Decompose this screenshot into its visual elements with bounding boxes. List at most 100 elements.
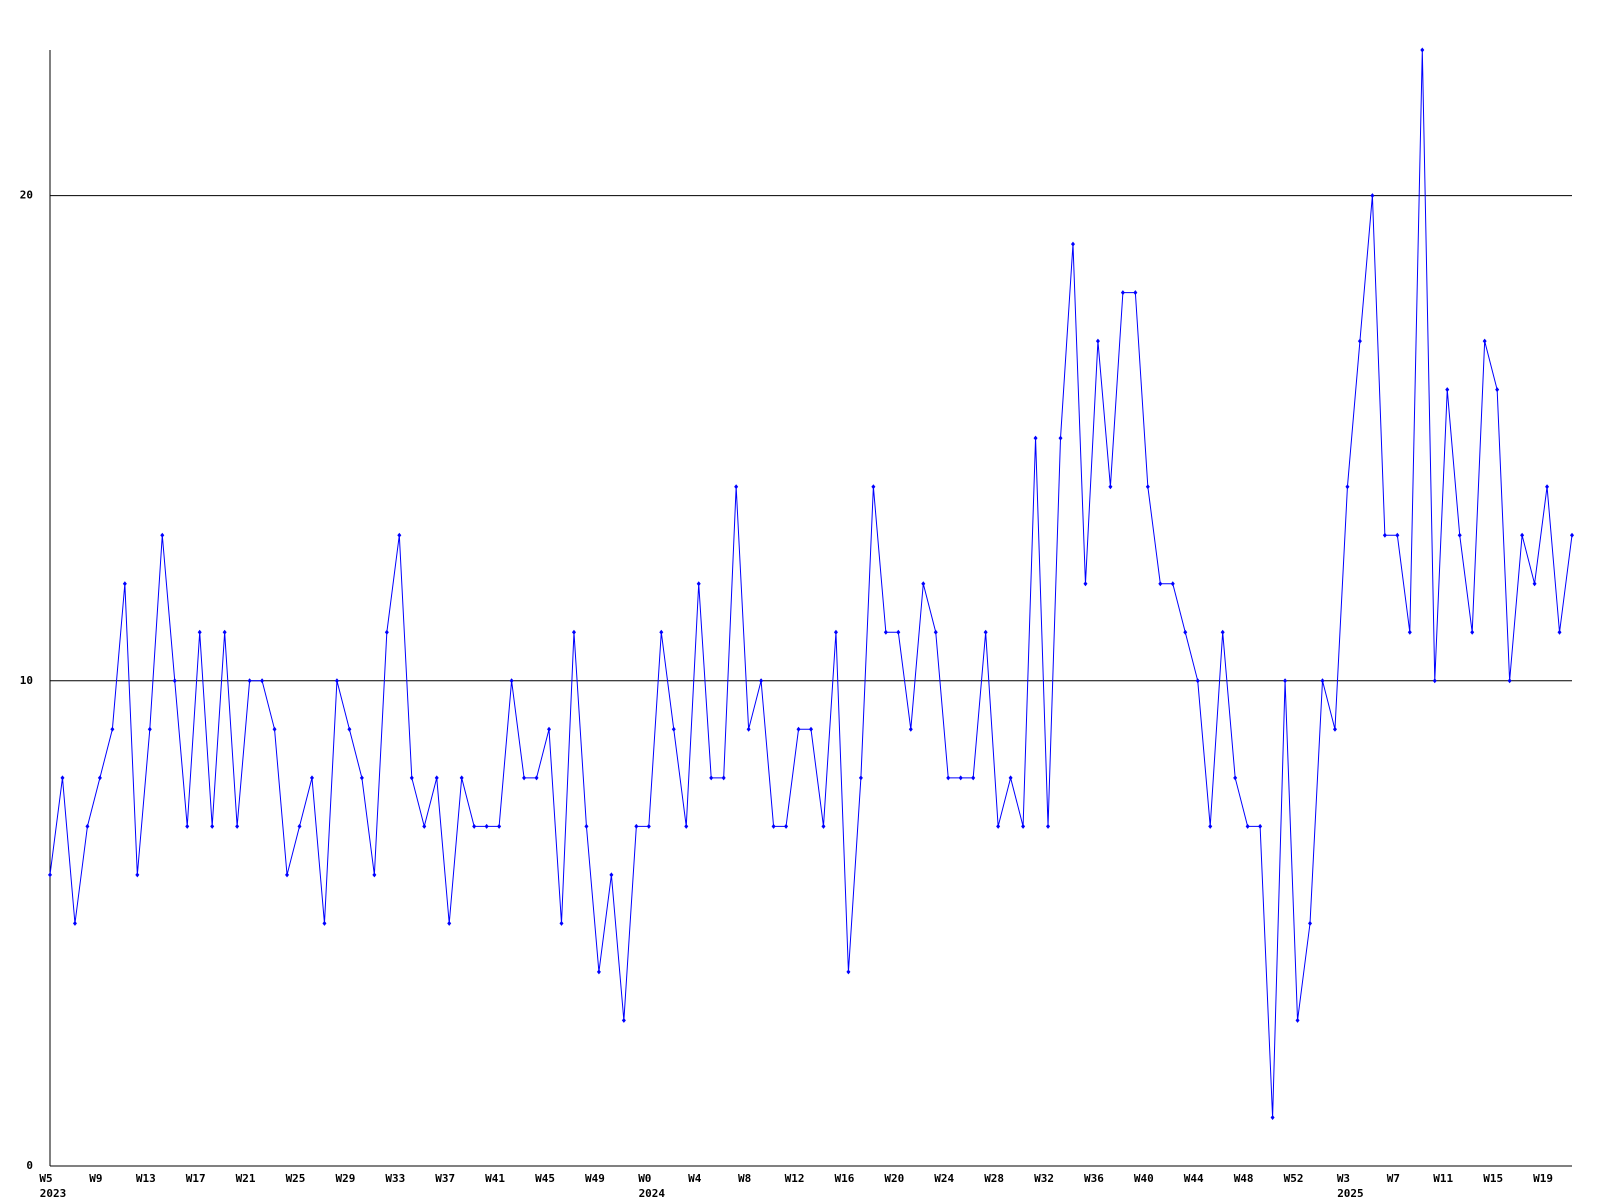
- x-tick-label: W36: [1084, 1172, 1104, 1185]
- point-marker: [659, 629, 664, 635]
- point-marker: [1208, 823, 1213, 829]
- x-tick-label: W44: [1184, 1172, 1204, 1185]
- x-tick-label: W4: [688, 1172, 702, 1185]
- point-marker: [896, 629, 901, 635]
- y-tick-label: 10: [20, 674, 33, 687]
- point-marker: [409, 775, 414, 781]
- x-tick-label: W21: [236, 1172, 256, 1185]
- y-tick-label: 20: [20, 189, 33, 202]
- point-marker: [1320, 678, 1325, 684]
- x-tick-label: W17: [186, 1172, 206, 1185]
- x-tick-label: W19: [1533, 1172, 1553, 1185]
- x-tick-label: W13: [136, 1172, 156, 1185]
- point-marker: [48, 872, 52, 878]
- point-marker: [185, 823, 190, 829]
- point-marker: [933, 629, 938, 635]
- point-marker: [833, 629, 838, 635]
- point-marker: [1233, 775, 1238, 781]
- point-marker: [609, 872, 614, 878]
- point-marker: [1507, 678, 1512, 684]
- x-tick-label: W9: [89, 1172, 102, 1185]
- point-marker: [484, 823, 489, 829]
- point-marker: [1120, 290, 1125, 296]
- point-marker: [796, 726, 801, 732]
- point-marker: [821, 823, 826, 829]
- point-marker: [734, 484, 739, 490]
- x-tick-label: W7: [1387, 1172, 1400, 1185]
- point-marker: [784, 823, 789, 829]
- point-marker: [1420, 47, 1425, 53]
- point-marker: [334, 678, 339, 684]
- point-marker: [1532, 581, 1537, 587]
- x-tick-label: W12: [785, 1172, 805, 1185]
- point-marker: [422, 823, 427, 829]
- point-marker: [559, 920, 564, 926]
- point-marker: [434, 775, 439, 781]
- point-marker: [1145, 484, 1150, 490]
- point-marker: [846, 969, 851, 975]
- x-tick-label: W29: [335, 1172, 355, 1185]
- point-marker: [1570, 532, 1574, 538]
- point-marker: [1258, 823, 1263, 829]
- point-marker: [85, 823, 90, 829]
- x-tick-label: W24: [934, 1172, 954, 1185]
- x-tick-label: W49: [585, 1172, 605, 1185]
- x-tick-label: W3: [1337, 1172, 1350, 1185]
- point-marker: [260, 678, 265, 684]
- point-marker: [309, 775, 314, 781]
- point-marker: [372, 872, 377, 878]
- point-marker: [971, 775, 976, 781]
- x-tick-label: W37: [435, 1172, 455, 1185]
- x-tick-label: W15: [1483, 1172, 1503, 1185]
- point-marker: [210, 823, 215, 829]
- x-tick-label: W33: [385, 1172, 405, 1185]
- point-marker: [1270, 1114, 1275, 1120]
- point-marker: [1058, 435, 1063, 441]
- point-marker: [60, 775, 65, 781]
- point-marker: [1083, 581, 1088, 587]
- point-marker: [1195, 678, 1200, 684]
- point-marker: [547, 726, 552, 732]
- point-marker: [646, 823, 651, 829]
- x-tick-label: W16: [834, 1172, 854, 1185]
- point-marker: [297, 823, 302, 829]
- point-marker: [1158, 581, 1163, 587]
- point-marker: [1108, 484, 1113, 490]
- point-marker: [1482, 338, 1487, 344]
- x-tick-label: W5: [39, 1172, 52, 1185]
- point-marker: [247, 678, 252, 684]
- point-marker: [1457, 532, 1462, 538]
- point-marker: [771, 823, 776, 829]
- point-marker: [97, 775, 102, 781]
- point-marker: [1357, 338, 1362, 344]
- point-marker: [1283, 678, 1288, 684]
- point-marker: [1470, 629, 1475, 635]
- point-marker: [285, 872, 290, 878]
- point-marker: [1170, 581, 1175, 587]
- point-marker: [222, 629, 227, 635]
- point-marker: [1395, 532, 1400, 538]
- point-marker: [1308, 920, 1313, 926]
- point-marker: [596, 969, 601, 975]
- point-marker: [1332, 726, 1337, 732]
- point-marker: [110, 726, 115, 732]
- x-year-label: 2025: [1337, 1187, 1364, 1200]
- point-marker: [384, 629, 389, 635]
- x-tick-label: W40: [1134, 1172, 1154, 1185]
- point-marker: [1432, 678, 1437, 684]
- point-marker: [1495, 387, 1500, 393]
- point-marker: [1345, 484, 1350, 490]
- point-marker: [759, 678, 764, 684]
- point-marker: [1557, 629, 1562, 635]
- point-marker: [347, 726, 352, 732]
- point-marker: [621, 1017, 626, 1023]
- x-tick-label: W28: [984, 1172, 1004, 1185]
- point-marker: [958, 775, 963, 781]
- point-marker: [235, 823, 240, 829]
- point-marker: [1070, 241, 1075, 247]
- point-marker: [447, 920, 452, 926]
- point-marker: [721, 775, 726, 781]
- point-marker: [122, 581, 127, 587]
- point-marker: [534, 775, 539, 781]
